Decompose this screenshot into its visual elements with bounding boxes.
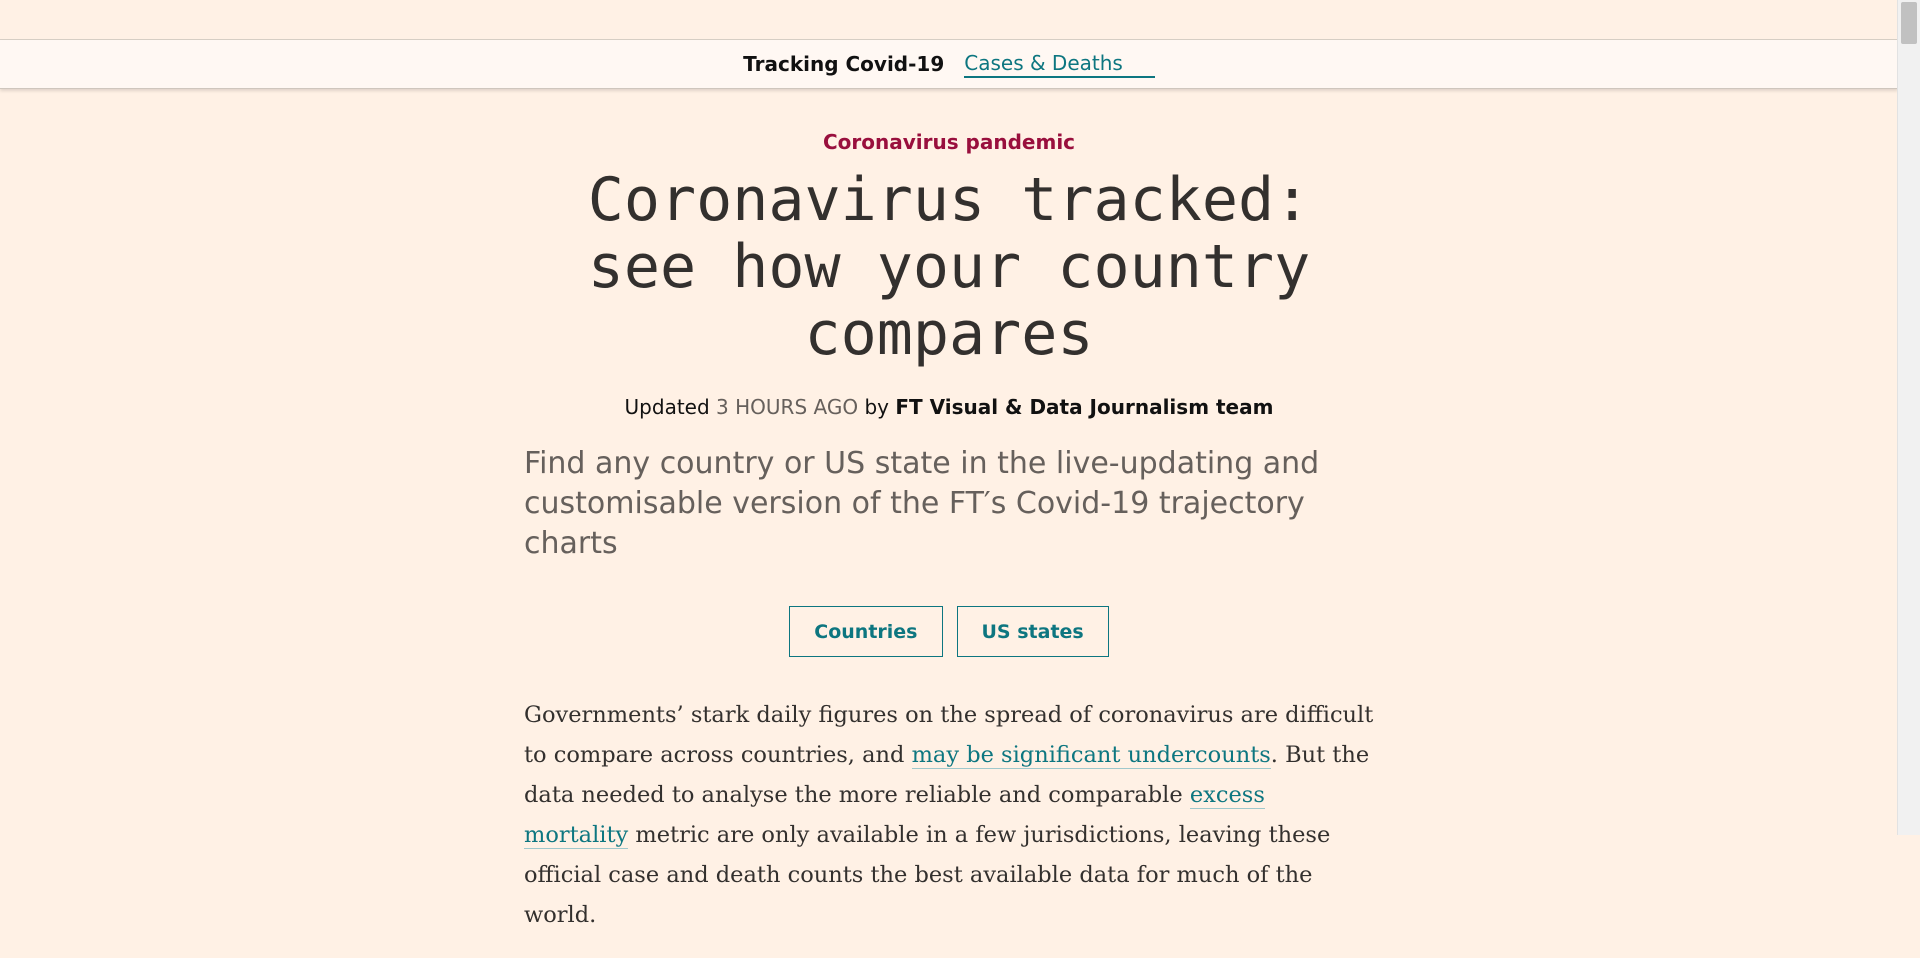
subnav-title: Tracking Covid-19	[743, 52, 945, 76]
byline-author[interactable]: FT Visual & Data Journalism team	[895, 395, 1274, 419]
article-standfirst: Find any country or US state in the live…	[524, 446, 1320, 561]
article-kicker[interactable]: Coronavirus pandemic	[822, 130, 1076, 154]
paragraph-text-3: metric are only available in a few juris…	[524, 822, 1331, 928]
article: Coronavirus pandemic Coronavirus tracked…	[524, 88, 1374, 958]
countries-button[interactable]: Countries	[789, 606, 943, 657]
paragraph-text-2: . But the data needed to analyse the mor…	[524, 742, 1370, 808]
scrollbar-thumb[interactable]	[1901, 2, 1917, 44]
top-band	[0, 0, 1898, 40]
updated-label: Updated	[624, 395, 710, 419]
byline-by: by	[864, 395, 889, 419]
vertical-scrollbar[interactable]	[1897, 0, 1920, 835]
us-states-button[interactable]: US states	[956, 606, 1109, 657]
updated-time: 3 hours ago	[716, 395, 859, 419]
subnav-link-cases-deaths[interactable]: Cases & Deaths	[964, 50, 1155, 78]
region-toggle: Countries US states	[524, 606, 1374, 657]
link-significant-undercounts[interactable]: may be significant undercounts	[911, 742, 1271, 769]
article-paragraph: Governments’ stark daily figures on the …	[524, 695, 1374, 935]
sub-navigation-bar: Tracking Covid-19 Cases & Deaths	[0, 40, 1898, 89]
paragraph-text-1: Governments’ stark daily figures on the …	[524, 702, 1374, 768]
article-byline: Updated 3 hours ago by FT Visual & Data …	[524, 395, 1374, 419]
article-headline: Coronavirus tracked: see how your countr…	[587, 165, 1311, 369]
